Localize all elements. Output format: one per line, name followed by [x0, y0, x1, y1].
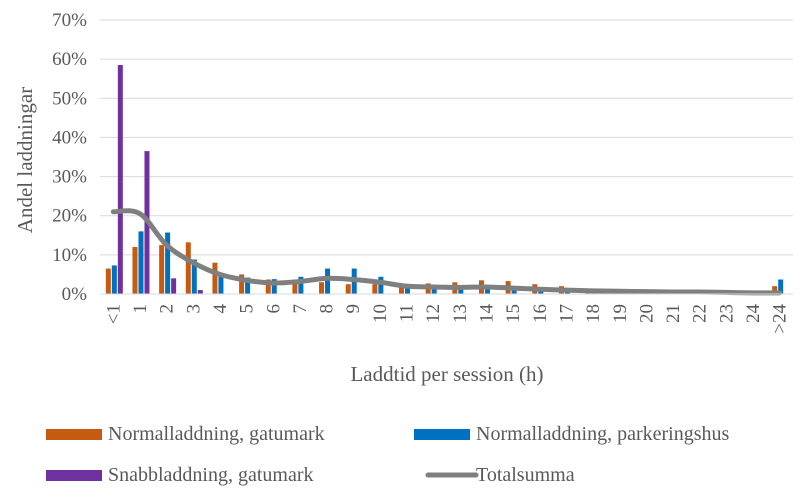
bar [111, 265, 117, 294]
bars [105, 65, 784, 294]
total-line [110, 208, 783, 296]
x-tick-label: 2 [157, 304, 178, 314]
y-tick-label: 0% [62, 284, 88, 305]
bar [271, 279, 277, 294]
gridlines [100, 19, 793, 256]
bar [212, 262, 218, 294]
x-tick-label: 6 [263, 304, 284, 314]
y-tick-label: 10% [52, 245, 87, 266]
x-tick-label: 7 [290, 304, 311, 314]
x-tick-label: 23 [716, 304, 737, 323]
x-tick-label: 20 [636, 304, 657, 323]
bar [117, 65, 123, 294]
x-tick-label: 22 [690, 304, 711, 323]
bar [484, 289, 490, 294]
x-axis-ticks: <1 1 2 3 4 5 6 7 8 9 10 11 12 13 14 15 16 17 18 19 20 21 22 23 2… [103, 304, 790, 334]
bar [138, 231, 144, 294]
legend-label: Totalsumma [476, 464, 575, 486]
bar [405, 284, 411, 294]
series-line-totalsumma [110, 208, 783, 296]
x-tick-label: 12 [423, 304, 444, 323]
bar [292, 281, 298, 294]
x-tick-label: 8 [317, 304, 338, 314]
x-tick-label: 15 [503, 304, 524, 323]
y-tick-label: 20% [52, 206, 87, 227]
x-tick-label: >24 [770, 304, 791, 334]
bar [218, 273, 224, 294]
bar [772, 286, 778, 294]
bar [511, 290, 517, 294]
y-tick-label: 50% [52, 88, 87, 109]
bar [564, 291, 570, 294]
bar [191, 259, 197, 294]
bar [431, 287, 437, 294]
bar [105, 268, 111, 294]
x-tick-label: 19 [610, 304, 631, 323]
x-tick-label: 11 [397, 304, 418, 322]
bar [372, 284, 378, 294]
y-tick-label: 60% [52, 49, 87, 70]
legend: Normalladdning, gatumark Normalladdning, … [46, 423, 729, 486]
y-axis-ticks: 0% 10% 20% 30% 40% 50% 60% 70% [52, 10, 87, 305]
x-axis-title: Laddtid per session (h) [350, 362, 543, 386]
x-tick-label: 14 [476, 304, 497, 324]
legend-label: Snabbladdning, gatumark [108, 464, 314, 486]
x-tick-label: 21 [663, 304, 684, 323]
bar [165, 232, 171, 294]
bar [538, 290, 544, 294]
y-tick-label: 70% [52, 10, 87, 31]
legend-swatch [46, 470, 102, 481]
y-axis-title: Andel laddningar [13, 87, 37, 233]
x-tick-label: 1 [130, 304, 151, 314]
x-tick-label: 4 [210, 304, 231, 314]
x-tick-label: 10 [370, 304, 391, 323]
x-tick-label: 18 [583, 304, 604, 323]
bar [325, 268, 331, 294]
bar [378, 276, 384, 294]
bar [159, 245, 165, 294]
bar [132, 247, 138, 294]
bar [399, 285, 405, 294]
bar [239, 274, 245, 294]
x-tick-label: 24 [743, 304, 764, 324]
legend-label: Normalladdning, gatumark [108, 423, 325, 445]
bar [345, 284, 351, 294]
y-tick-label: 30% [52, 167, 87, 188]
x-tick-label: 5 [237, 304, 258, 314]
bar [458, 288, 464, 294]
x-tick-label: 16 [530, 304, 551, 323]
x-tick-label: 17 [556, 304, 577, 323]
bar [245, 277, 251, 294]
bar [298, 276, 304, 294]
legend-label: Normalladdning, parkeringshus [476, 423, 729, 445]
bar [319, 282, 325, 294]
legend-swatch [414, 429, 470, 440]
x-tick-label: 13 [450, 304, 471, 323]
bar [778, 279, 784, 294]
bar [185, 242, 191, 294]
y-tick-label: 40% [52, 127, 87, 148]
bar [171, 278, 177, 294]
bar [265, 279, 271, 294]
x-tick-label: 3 [183, 304, 204, 314]
x-tick-label: <1 [103, 304, 124, 324]
bar [197, 290, 203, 294]
legend-swatch [46, 429, 102, 440]
x-tick-label: 9 [343, 304, 364, 314]
